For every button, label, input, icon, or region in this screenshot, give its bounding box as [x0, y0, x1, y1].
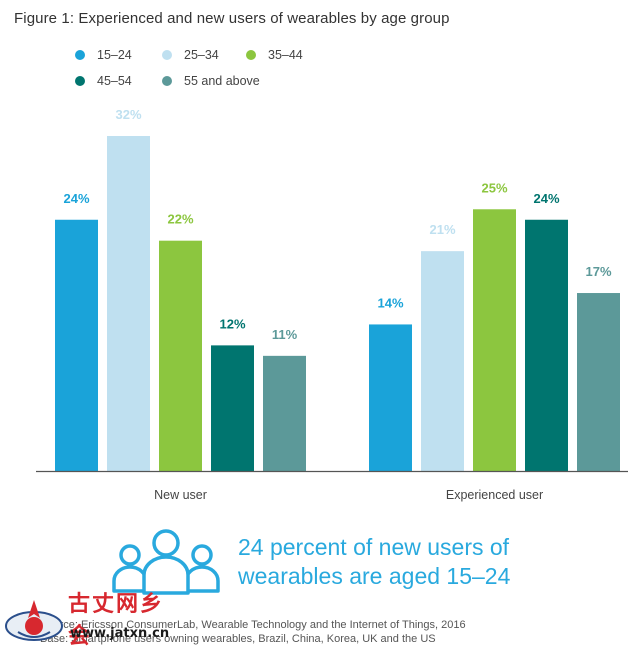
watermark-url: www.jatxn.cn: [70, 626, 170, 641]
legend-swatch: [246, 50, 256, 60]
chart-title: Figure 1: Experienced and new users of w…: [14, 10, 450, 27]
callout-text: 24 percent of new users of wearables are…: [238, 533, 568, 591]
category-label: Experienced user: [446, 488, 543, 502]
data-label: 11%: [272, 327, 298, 342]
bar: [263, 355, 306, 471]
data-label: 32%: [115, 107, 141, 122]
legend-label: 35–44: [268, 48, 303, 62]
legend-item: 25–34: [162, 48, 219, 62]
legend-item: 15–24: [75, 48, 132, 62]
legend-label: 25–34: [184, 48, 219, 62]
watermark-characters: 古丈网乡会: [68, 591, 165, 649]
category-label: New user: [154, 488, 207, 502]
legend-item: 35–44: [246, 48, 303, 62]
legend-swatch: [162, 76, 172, 86]
legend-label: 15–24: [97, 48, 132, 62]
bar: [421, 251, 464, 471]
bar-chart: 24% 32% 22% 12% 11% New user 14% 21% 25% 24% 17% Ex…: [36, 107, 628, 502]
data-label: 24%: [533, 191, 559, 206]
data-label: 21%: [429, 222, 455, 237]
data-label: 14%: [377, 295, 403, 310]
legend-swatch: [162, 50, 172, 60]
legend-swatch: [75, 50, 85, 60]
callout-line-2: wearables are aged 15–24: [238, 563, 511, 589]
bar: [107, 136, 150, 471]
data-label: 22%: [167, 212, 193, 227]
data-label: 17%: [585, 264, 611, 279]
legend-item: 45–54: [75, 74, 132, 88]
data-label: 12%: [219, 316, 245, 331]
callout-line-1: 24 percent of new users of: [238, 534, 510, 560]
bar: [525, 219, 568, 471]
watermark-logo-icon: [5, 600, 63, 641]
legend-label: 55 and above: [184, 74, 260, 88]
bar: [159, 240, 202, 471]
people-group-icon: [112, 529, 220, 595]
legend-item: 55 and above: [162, 74, 260, 88]
watermark: 古丈网乡会 www.jatxn.cn: [4, 586, 184, 650]
bar: [577, 293, 620, 471]
data-label: 25%: [481, 180, 507, 195]
bar: [55, 219, 98, 471]
source-line-1: Source: Ericsson ConsumerLab, Wearable T…: [40, 619, 466, 631]
legend-swatch: [75, 76, 85, 86]
bar: [211, 345, 254, 471]
data-label: 24%: [63, 191, 89, 206]
source-line-2: Base: Smartphone users owning wearables,…: [40, 633, 436, 645]
bar: [473, 209, 516, 471]
bar: [369, 324, 412, 471]
source-note: Source: Ericsson ConsumerLab, Wearable T…: [40, 618, 600, 646]
legend-label: 45–54: [97, 74, 132, 88]
